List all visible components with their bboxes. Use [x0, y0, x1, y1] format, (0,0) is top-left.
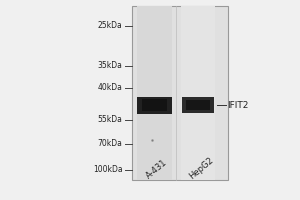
Text: HepG2: HepG2 — [188, 156, 215, 181]
Text: 100kDa: 100kDa — [93, 166, 122, 174]
Text: 35kDa: 35kDa — [98, 62, 122, 71]
Text: IFIT2: IFIT2 — [227, 100, 249, 110]
Text: 25kDa: 25kDa — [98, 21, 122, 30]
Text: 40kDa: 40kDa — [98, 83, 122, 92]
Bar — [137, 97, 172, 114]
Text: A-431: A-431 — [144, 158, 169, 181]
Bar — [142, 99, 167, 111]
Bar — [186, 100, 210, 110]
Bar — [132, 6, 228, 180]
Text: 70kDa: 70kDa — [98, 140, 122, 148]
Text: 55kDa: 55kDa — [98, 116, 122, 124]
Bar — [137, 6, 172, 180]
Bar — [182, 97, 214, 113]
Bar — [181, 6, 215, 180]
